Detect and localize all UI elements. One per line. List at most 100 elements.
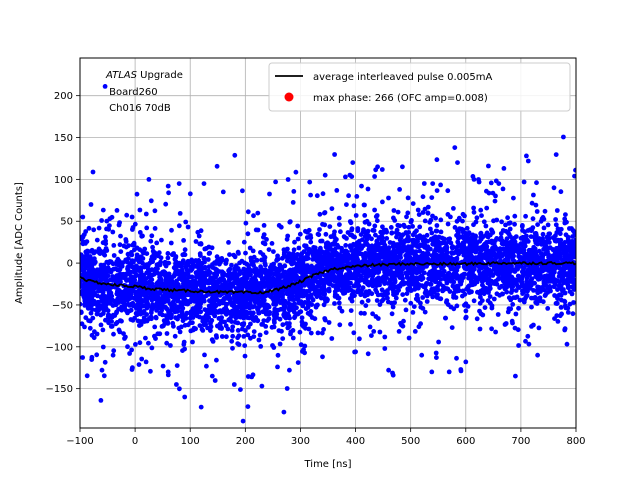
- sample-point: [452, 267, 457, 272]
- sample-point: [346, 193, 351, 198]
- sample-point: [463, 231, 468, 236]
- sample-point: [452, 286, 457, 291]
- sample-point: [116, 307, 121, 312]
- sample-point: [322, 222, 327, 227]
- sample-point: [286, 312, 291, 317]
- sample-point: [365, 282, 370, 287]
- sample-point: [340, 309, 345, 314]
- sample-point: [153, 291, 158, 296]
- sample-point: [97, 226, 102, 231]
- sample-point: [406, 225, 411, 230]
- sample-point: [408, 288, 413, 293]
- sample-point: [150, 245, 155, 250]
- sample-point: [251, 213, 256, 218]
- sample-point: [337, 322, 342, 327]
- sample-point: [158, 263, 163, 268]
- sample-point: [471, 222, 476, 227]
- sample-point: [252, 287, 257, 292]
- sample-point: [228, 296, 233, 301]
- sample-point: [401, 319, 406, 324]
- sample-point: [175, 317, 180, 322]
- sample-point: [558, 244, 563, 249]
- sample-point: [479, 213, 484, 218]
- sample-point: [406, 265, 411, 270]
- sample-point: [295, 224, 300, 229]
- sample-point: [499, 284, 504, 289]
- sample-point: [350, 233, 355, 238]
- sample-point: [290, 297, 295, 302]
- sample-point: [301, 347, 306, 352]
- sample-point: [531, 323, 536, 328]
- sample-point: [435, 223, 440, 228]
- sample-point: [171, 251, 176, 256]
- sample-point: [566, 235, 571, 240]
- sample-point: [132, 316, 137, 321]
- sample-point: [169, 315, 174, 320]
- sample-point: [443, 316, 448, 321]
- sample-point: [322, 292, 327, 297]
- sample-point: [487, 191, 492, 196]
- sample-point: [256, 228, 261, 233]
- sample-point: [511, 196, 516, 201]
- sample-point: [102, 306, 107, 311]
- sample-point: [444, 244, 449, 249]
- sample-point: [421, 194, 426, 199]
- sample-point: [91, 227, 96, 232]
- sample-point: [434, 351, 439, 356]
- sample-point: [243, 251, 248, 256]
- sample-point: [173, 263, 178, 268]
- sample-point: [366, 187, 371, 192]
- sample-point: [354, 213, 359, 218]
- sample-point: [481, 234, 486, 239]
- sample-point: [411, 201, 416, 206]
- sample-point: [508, 306, 513, 311]
- sample-point: [318, 254, 323, 259]
- sample-point: [291, 308, 296, 313]
- sample-point: [282, 281, 287, 286]
- sample-point: [137, 362, 142, 367]
- sample-point: [183, 247, 188, 252]
- sample-point: [83, 250, 88, 255]
- sample-point: [325, 298, 330, 303]
- sample-point: [426, 205, 431, 210]
- sample-point: [529, 278, 534, 283]
- sample-point: [573, 233, 578, 238]
- sample-point: [534, 274, 539, 279]
- sample-point: [416, 208, 421, 213]
- sample-point: [454, 295, 459, 300]
- sample-point: [107, 319, 112, 324]
- sample-point: [478, 327, 483, 332]
- sample-point: [441, 257, 446, 262]
- sample-point: [262, 232, 267, 237]
- sample-point: [366, 351, 371, 356]
- sample-point: [169, 228, 174, 233]
- sample-point: [330, 251, 335, 256]
- sample-point: [411, 249, 416, 254]
- sample-point: [207, 280, 212, 285]
- sample-point: [382, 335, 387, 340]
- sample-point: [313, 276, 318, 281]
- sample-point: [117, 288, 122, 293]
- sample-point: [282, 306, 287, 311]
- sample-point: [248, 322, 253, 327]
- sample-point: [125, 260, 130, 265]
- sample-point: [178, 211, 183, 216]
- sample-point: [334, 188, 339, 193]
- sample-point: [298, 301, 303, 306]
- sample-point: [308, 302, 313, 307]
- sample-point: [397, 273, 402, 278]
- sample-point: [283, 299, 288, 304]
- sample-point: [171, 281, 176, 286]
- sample-point: [390, 311, 395, 316]
- sample-point: [205, 271, 210, 276]
- sample-point: [109, 324, 114, 329]
- sample-point: [166, 190, 171, 195]
- sample-point: [305, 252, 310, 257]
- sample-point: [236, 250, 241, 255]
- sample-point: [335, 243, 340, 248]
- sample-point: [143, 336, 148, 341]
- sample-point: [460, 294, 465, 299]
- sample-point: [224, 334, 229, 339]
- sample-point: [441, 287, 446, 292]
- sample-point: [397, 223, 402, 228]
